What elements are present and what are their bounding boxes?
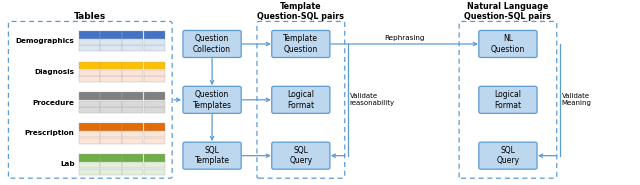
Bar [122,31,143,38]
Bar [100,70,122,76]
Bar [122,154,143,162]
Text: Validate
reasonability: Validate reasonability [349,93,395,106]
Text: Template
Question: Template Question [284,34,318,54]
Bar [144,100,165,107]
Bar [100,62,122,69]
Bar [144,154,165,162]
Bar [144,107,165,113]
Bar [79,154,100,162]
FancyBboxPatch shape [183,31,241,58]
FancyBboxPatch shape [479,86,537,113]
Bar [100,45,122,51]
Bar [144,131,165,137]
Bar [144,138,165,144]
Bar [122,70,143,76]
Bar [100,100,122,107]
Bar [100,123,122,131]
Bar [79,123,100,131]
Bar [79,31,100,38]
Text: Lab: Lab [60,161,74,167]
Bar [79,92,100,100]
FancyBboxPatch shape [479,31,537,58]
Bar [144,169,165,175]
Bar [144,76,165,82]
Bar [122,169,143,175]
Text: SQL
Template: SQL Template [195,146,230,165]
Bar [79,107,100,113]
Bar [100,76,122,82]
Text: Natural Language
Question-SQL pairs: Natural Language Question-SQL pairs [465,2,552,21]
Bar [100,92,122,100]
Bar [100,162,122,168]
Bar [100,138,122,144]
FancyBboxPatch shape [479,142,537,169]
Text: Demographics: Demographics [16,38,74,44]
Bar [144,62,165,69]
Bar [100,169,122,175]
Bar [79,169,100,175]
Bar [144,45,165,51]
Bar [144,31,165,38]
Text: Diagnosis: Diagnosis [35,69,74,75]
Bar [79,45,100,51]
Text: Logical
Format: Logical Format [287,90,314,110]
Text: Validate
Meaning: Validate Meaning [562,93,591,106]
Text: NL
Question: NL Question [491,34,525,54]
Bar [100,107,122,113]
Text: Tables: Tables [74,12,106,21]
FancyBboxPatch shape [183,142,241,169]
FancyBboxPatch shape [272,142,330,169]
Text: Logical
Format: Logical Format [494,90,522,110]
Bar [79,162,100,168]
Bar [79,62,100,69]
Bar [122,76,143,82]
Bar [122,45,143,51]
Bar [122,162,143,168]
Text: Prescription: Prescription [24,130,74,136]
Text: Rephrasing: Rephrasing [384,35,424,41]
Bar [144,162,165,168]
Text: Template
Question-SQL pairs: Template Question-SQL pairs [257,2,344,21]
Text: Question
Collection: Question Collection [193,34,231,54]
Bar [122,107,143,113]
Bar [122,131,143,137]
Bar [122,100,143,107]
Bar [100,154,122,162]
Bar [144,123,165,131]
Text: Question
Templates: Question Templates [193,90,232,110]
Bar [100,39,122,45]
Bar [79,70,100,76]
Bar [144,70,165,76]
Bar [79,100,100,107]
Bar [79,76,100,82]
Bar [122,62,143,69]
Bar [144,92,165,100]
Bar [79,39,100,45]
Text: SQL
Query: SQL Query [497,146,520,165]
Bar [122,123,143,131]
Bar [122,39,143,45]
Text: Procedure: Procedure [33,100,74,105]
Bar [100,31,122,38]
FancyBboxPatch shape [272,31,330,58]
FancyBboxPatch shape [183,86,241,113]
Bar [144,39,165,45]
Bar [79,131,100,137]
Bar [122,92,143,100]
Text: SQL
Query: SQL Query [289,146,312,165]
Bar [122,138,143,144]
Bar [79,138,100,144]
Bar [100,131,122,137]
FancyBboxPatch shape [272,86,330,113]
